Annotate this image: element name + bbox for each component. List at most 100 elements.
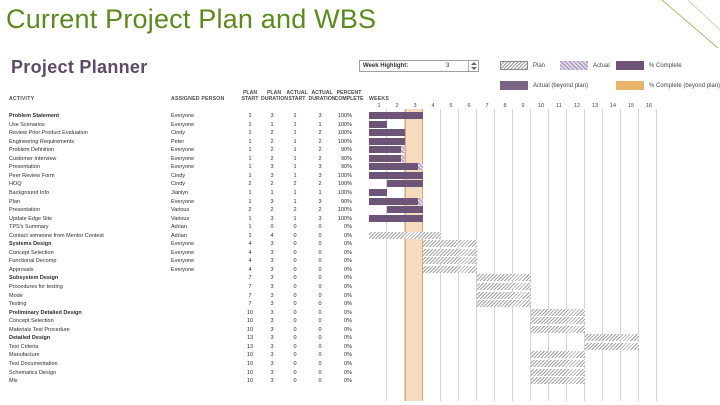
activity-cell: Review Prior Product Evaluation <box>9 130 88 137</box>
legend-swatch-complete-beyond <box>616 81 644 90</box>
legend-swatch-actual <box>560 61 588 70</box>
plan-start-cell: 1 <box>248 172 252 179</box>
actual-start-cell: 0 <box>293 241 297 248</box>
gantt-grid <box>369 109 675 401</box>
legend-label-plan: Plan <box>533 63 546 69</box>
actual-duration-cell: 3 <box>318 164 322 171</box>
plan-duration-cell: 3 <box>270 301 274 308</box>
plan-duration-cell: 2 <box>270 155 274 162</box>
table-row[interactable]: Problem Definition Everyone 1 2 1 2 90% <box>9 146 675 154</box>
table-row[interactable]: Manufacture 10 3 0 0 0% <box>9 351 675 359</box>
table-row[interactable]: Peer Review Form Cindy 1 3 1 3 100% <box>9 172 675 180</box>
table-row[interactable]: Detailed Design 13 3 0 0 0% <box>9 334 675 342</box>
percent-complete-cell: 0% <box>344 224 352 231</box>
assigned-person-cell: Cindy <box>171 181 186 188</box>
actual-duration-cell: 0 <box>318 249 322 256</box>
actual-start-cell: 0 <box>293 360 297 367</box>
table-row[interactable]: Materials Test Procedure 10 3 0 0 0% <box>9 326 675 334</box>
header-percent-complete: PERCENT COMPLETE <box>334 90 364 102</box>
activity-cell: TPS's Summary <box>9 224 49 231</box>
activity-cell: Problem Statement <box>9 113 60 119</box>
table-row[interactable]: Preliminary Detailed Design 10 3 0 0 0% <box>9 309 675 317</box>
table-row[interactable]: Functional Decomp Everyone 4 3 0 0 0% <box>9 257 675 265</box>
table-row[interactable]: Concept Selection 10 3 0 0 0% <box>9 317 675 325</box>
actual-duration-cell: 0 <box>318 266 322 273</box>
table-row[interactable]: Presentation Everyone 1 3 1 3 90% <box>9 163 675 171</box>
legend-complete: % Complete <box>616 60 716 72</box>
table-row[interactable]: Testing 7 3 0 0 0% <box>9 300 675 308</box>
percent-complete-bar <box>387 180 423 188</box>
week-highlight-value[interactable]: 3 <box>446 63 450 69</box>
percent-complete-bar <box>369 214 423 222</box>
plan-start-cell: 1 <box>248 164 252 171</box>
activity-cell: Materials Test Procedure <box>9 326 70 333</box>
table-row[interactable]: Customer Interview Everyone 1 2 1 2 90% <box>9 155 675 163</box>
actual-start-cell: 1 <box>293 215 297 222</box>
percent-complete-cell: 100% <box>337 113 352 119</box>
table-row[interactable]: Schematics Design 10 3 0 0 0% <box>9 369 675 377</box>
actual-start-cell: 0 <box>293 343 297 350</box>
week-highlight-stepper[interactable] <box>468 61 478 71</box>
plan-duration-cell: 3 <box>270 369 274 376</box>
table-row[interactable]: Mix 10 3 0 0 0% <box>9 377 675 385</box>
actual-duration-cell: 0 <box>318 284 322 290</box>
table-row[interactable]: Approvals Everyone 4 3 0 0 0% <box>9 266 675 274</box>
week-column <box>495 109 513 401</box>
plan-duration-cell: 3 <box>270 215 274 222</box>
plan-bar <box>423 248 477 256</box>
table-row[interactable]: Contact someone from Mentor Contest Adria… <box>9 232 675 240</box>
actual-duration-cell: 2 <box>318 130 322 137</box>
plan-start-cell: 10 <box>246 369 254 376</box>
plan-duration-cell: 3 <box>270 249 274 256</box>
week-number: 14 <box>609 103 617 109</box>
week-number: 4 <box>431 103 435 109</box>
table-row[interactable]: Problem Statement Everyone 1 3 1 3 100% <box>9 112 675 120</box>
week-column <box>531 109 549 401</box>
plan-duration-cell: 3 <box>270 258 274 265</box>
table-row[interactable]: TPS's Summary Adrian 1 0 0 0 0% <box>9 223 675 231</box>
actual-duration-cell: 0 <box>318 232 322 239</box>
table-row[interactable]: Procedures for testing 7 3 0 0 0% <box>9 283 675 291</box>
actual-duration-cell: 0 <box>318 301 322 308</box>
plan-start-cell: 1 <box>248 224 252 231</box>
percent-complete-cell: 0% <box>344 301 352 308</box>
table-row[interactable]: Presentation Various 2 2 2 2 100% <box>9 206 675 214</box>
plan-bar <box>531 317 585 325</box>
plan-duration-cell: 4 <box>270 232 274 239</box>
percent-complete-cell: 0% <box>344 241 352 248</box>
plan-start-cell: 4 <box>248 241 252 248</box>
actual-duration-cell: 0 <box>318 318 322 325</box>
plan-bar <box>477 274 531 282</box>
plan-start-cell: 1 <box>248 130 252 137</box>
plan-duration-cell: 2 <box>270 147 274 154</box>
activity-cell: Manufacture <box>9 352 40 359</box>
table-row[interactable]: Concept Selection Everyone 4 3 0 0 0% <box>9 249 675 257</box>
table-row[interactable]: Mode 7 3 0 0 0% <box>9 292 675 300</box>
percent-complete-bar <box>369 120 387 128</box>
legend-label-complete: % Complete <box>649 63 682 69</box>
table-row[interactable]: Test Criteria 13 3 0 0 0% <box>9 343 675 351</box>
table-row[interactable]: Review Prior Product Evaluation Cindy 1 2 1 2… <box>9 129 675 137</box>
table-row[interactable]: Test Documentation 10 3 0 0 0% <box>9 360 675 368</box>
plan-duration-cell: 3 <box>270 292 274 299</box>
assigned-person-cell: Everyone <box>171 249 195 256</box>
table-row[interactable]: Update Edge Site Various 1 3 1 3 100% <box>9 215 675 223</box>
actual-start-cell: 0 <box>293 224 297 231</box>
actual-start-cell: 0 <box>293 326 297 333</box>
activity-cell: Functional Decomp <box>9 258 57 265</box>
table-row[interactable]: Use Scenarios Everyone 1 1 1 1 100% <box>9 121 675 129</box>
legend-swatch-plan <box>500 61 528 70</box>
plan-start-cell: 2 <box>248 181 252 188</box>
table-row[interactable]: Plan Everyone 1 3 1 3 90% <box>9 198 675 206</box>
activity-cell: Peer Review Form <box>9 172 55 179</box>
legend-actual: Actual <box>560 60 630 72</box>
table-row[interactable]: Subsystem Design 7 3 0 0 0% <box>9 274 675 282</box>
plan-bar <box>423 265 477 273</box>
table-row[interactable]: Systems Design Everyone 4 3 0 0 0% <box>9 240 675 248</box>
table-row[interactable]: Background Info Jianlyn 1 1 1 1 100% <box>9 189 675 197</box>
table-row[interactable]: HOQ Cindy 2 2 2 2 100% <box>9 180 675 188</box>
plan-start-cell: 10 <box>246 309 254 316</box>
legend-swatch-actual-beyond <box>500 81 528 90</box>
week-highlight-control: Week Highlight: 3 <box>359 60 479 72</box>
table-row[interactable]: Engineering Requirements Peter 1 2 1 2 100% <box>9 138 675 146</box>
